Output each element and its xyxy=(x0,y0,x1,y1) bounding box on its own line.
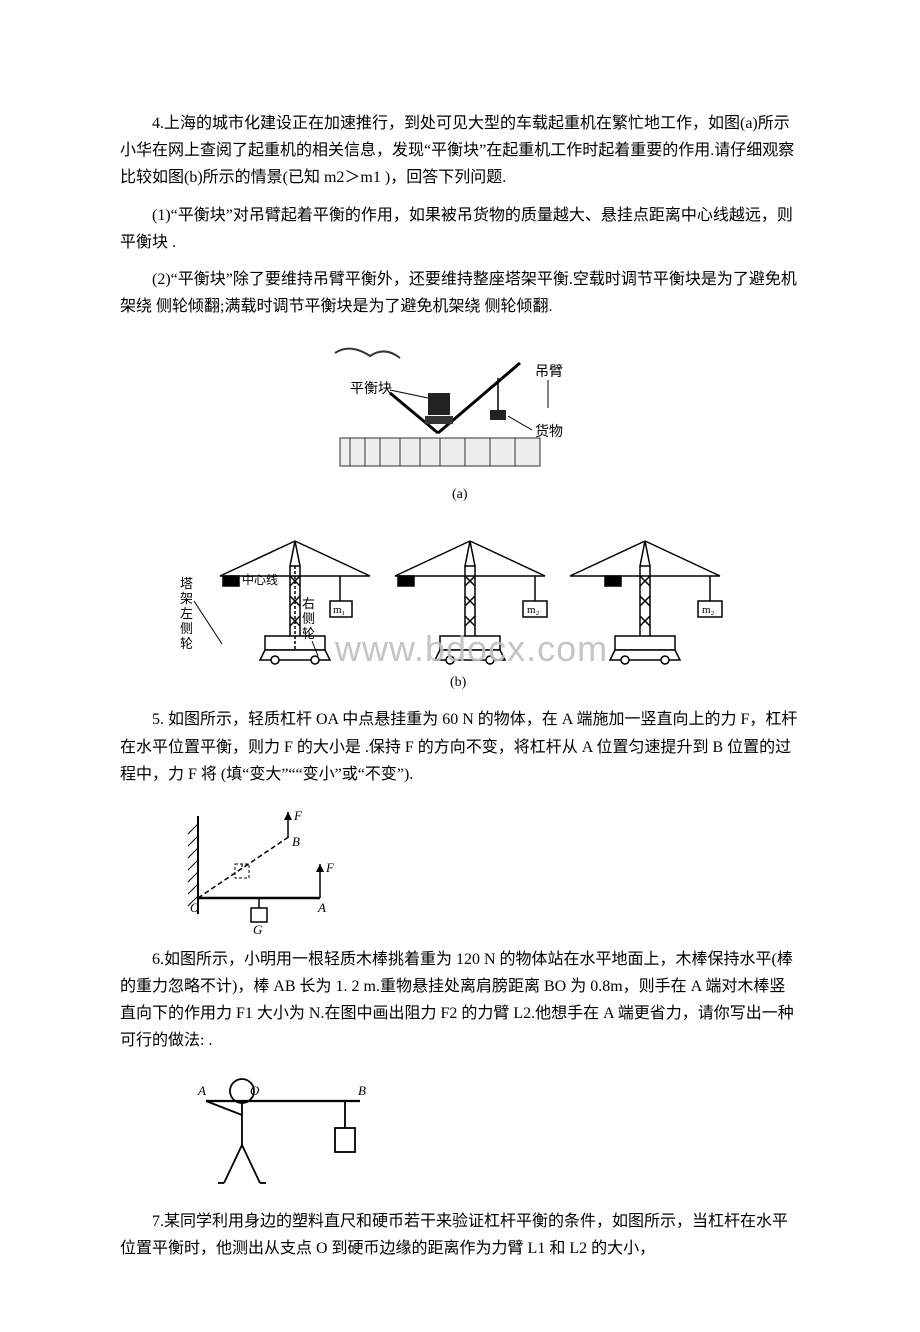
q6-A: A xyxy=(197,1083,206,1098)
q5-G: G xyxy=(253,922,263,936)
q5-figure: F B F G O A xyxy=(180,806,800,936)
q5-F-right: F xyxy=(325,860,335,875)
lbl-rwheel: 轮 xyxy=(302,626,315,641)
q4-stem: 4.上海的城市化建设正在加速推行，到处可见大型的车载起重机在繁忙地工作，如图(a… xyxy=(120,110,800,192)
q5-stem: 5. 如图所示，轻质杠杆 OA 中点悬挂重为 60 N 的物体，在 A 端施加一… xyxy=(120,706,800,788)
q6-B: B xyxy=(358,1083,366,1098)
q5-F-top: F xyxy=(293,808,303,823)
lbl-side: 侧 xyxy=(180,621,193,636)
q4-part2: (2)“平衡块”除了要维持吊臂平衡外，还要维持整座塔架平衡.空载时调节平衡块是为… xyxy=(120,266,800,320)
m1-label-1: m₁ xyxy=(333,604,346,616)
m2-label-2: m₂ xyxy=(527,604,540,616)
q6-stem: 6.如图所示，小明用一根轻质木棒挑着重为 120 N 的物体站在水平地面上，木棒… xyxy=(120,946,800,1055)
q6-figure: A O B xyxy=(180,1073,800,1198)
q4-figure-a: 平衡块 吊臂 货物 (a) xyxy=(120,338,800,508)
page-content: 4.上海的城市化建设正在加速推行，到处可见大型的车载起重机在繁忙地工作，如图(a… xyxy=(0,0,920,1332)
lbl-centerline: 中心线 xyxy=(242,572,278,587)
q4-figure-b: m₁ 塔 架 左 侧 轮 中心线 右 侧 轮 xyxy=(120,526,800,696)
lbl-right: 右 xyxy=(302,596,315,611)
crane-diagrams: m₁ 塔 架 左 侧 轮 中心线 右 侧 轮 xyxy=(180,526,740,696)
fig-b-caption: (b) xyxy=(450,675,467,690)
q6-O: O xyxy=(250,1083,260,1098)
stick-figure-lever: A O B xyxy=(180,1073,390,1198)
lbl-rside: 侧 xyxy=(302,611,315,626)
label-arm: 吊臂 xyxy=(535,364,563,380)
q5-B: B xyxy=(292,834,300,849)
lbl-wheel: 轮 xyxy=(180,636,193,651)
q4-part1: (1)“平衡块”对吊臂起着平衡的作用，如果被吊货物的质量越大、悬挂点距离中心线越… xyxy=(120,202,800,256)
lbl-frame: 架 xyxy=(180,591,193,606)
label-load: 货物 xyxy=(535,423,563,440)
q7-stem: 7.某同学利用身边的塑料直尺和硬币若干来验证杠杆平衡的条件，如图所示，当杠杆在水… xyxy=(120,1208,800,1262)
label-balance-block: 平衡块 xyxy=(350,381,392,397)
lbl-tower: 塔 xyxy=(180,576,193,591)
lbl-left: 左 xyxy=(180,606,193,621)
crane-photo-sketch: 平衡块 吊臂 货物 (a) xyxy=(330,338,590,508)
lever-OA-diagram: F B F G O A xyxy=(180,806,350,936)
fig-a-caption: (a) xyxy=(452,487,468,502)
q5-A: A xyxy=(317,900,326,915)
watermark-text: www.bdocx.com xyxy=(334,628,608,669)
q5-O: O xyxy=(190,900,200,915)
m2-label-3: m₂ xyxy=(702,604,715,616)
